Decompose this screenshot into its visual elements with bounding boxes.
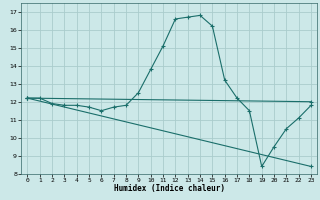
X-axis label: Humidex (Indice chaleur): Humidex (Indice chaleur) — [114, 184, 225, 193]
